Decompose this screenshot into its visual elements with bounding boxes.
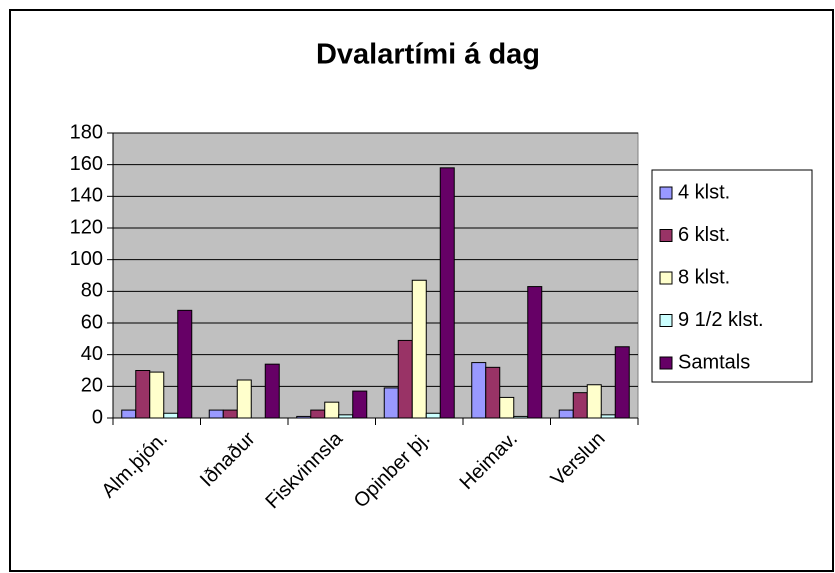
y-tick-label: 20	[81, 375, 103, 397]
bar	[177, 309, 193, 419]
y-tick-label: 180	[70, 121, 103, 143]
bar	[163, 412, 179, 419]
bar	[352, 390, 368, 419]
y-tick-label: 60	[81, 311, 103, 333]
chart-title: Dvalartími á dag	[316, 39, 540, 71]
legend-label: 6 klst.	[678, 224, 730, 246]
legend-swatch	[659, 314, 673, 327]
bar	[572, 392, 588, 419]
legend-swatch	[659, 186, 673, 200]
bar	[121, 409, 137, 419]
legend-label: 4 klst.	[678, 181, 730, 203]
bar	[425, 412, 441, 419]
legend-label: 9 1/2 klst.	[678, 309, 764, 331]
bar	[397, 339, 413, 419]
bar	[383, 387, 399, 419]
bar	[310, 409, 326, 419]
bar	[558, 409, 574, 419]
bar	[324, 401, 340, 419]
bar	[236, 379, 252, 419]
bar	[411, 279, 427, 419]
y-tick-label: 40	[81, 343, 103, 365]
bar	[527, 286, 543, 419]
bar	[471, 362, 487, 419]
y-tick-label: 120	[70, 216, 103, 238]
legend-swatch	[659, 356, 673, 370]
legend-swatch	[659, 229, 673, 242]
bar	[499, 396, 515, 419]
y-tick-label: 80	[81, 280, 103, 302]
legend-label: Samtals	[678, 351, 750, 373]
legend-swatch	[659, 271, 673, 285]
bar	[586, 384, 602, 419]
bar	[208, 409, 224, 419]
y-tick-label: 0	[92, 406, 103, 428]
legend-box	[651, 169, 813, 383]
bar	[485, 366, 501, 419]
legend-label: 8 klst.	[678, 266, 730, 288]
bar	[149, 371, 165, 419]
bar	[222, 409, 238, 419]
y-tick-label: 100	[70, 248, 103, 270]
bar	[439, 167, 455, 419]
bar	[614, 346, 630, 419]
bar	[135, 370, 151, 419]
y-tick-label: 140	[70, 185, 103, 207]
plot-area	[112, 132, 639, 419]
y-tick-label: 160	[70, 153, 103, 175]
bar	[264, 363, 280, 419]
